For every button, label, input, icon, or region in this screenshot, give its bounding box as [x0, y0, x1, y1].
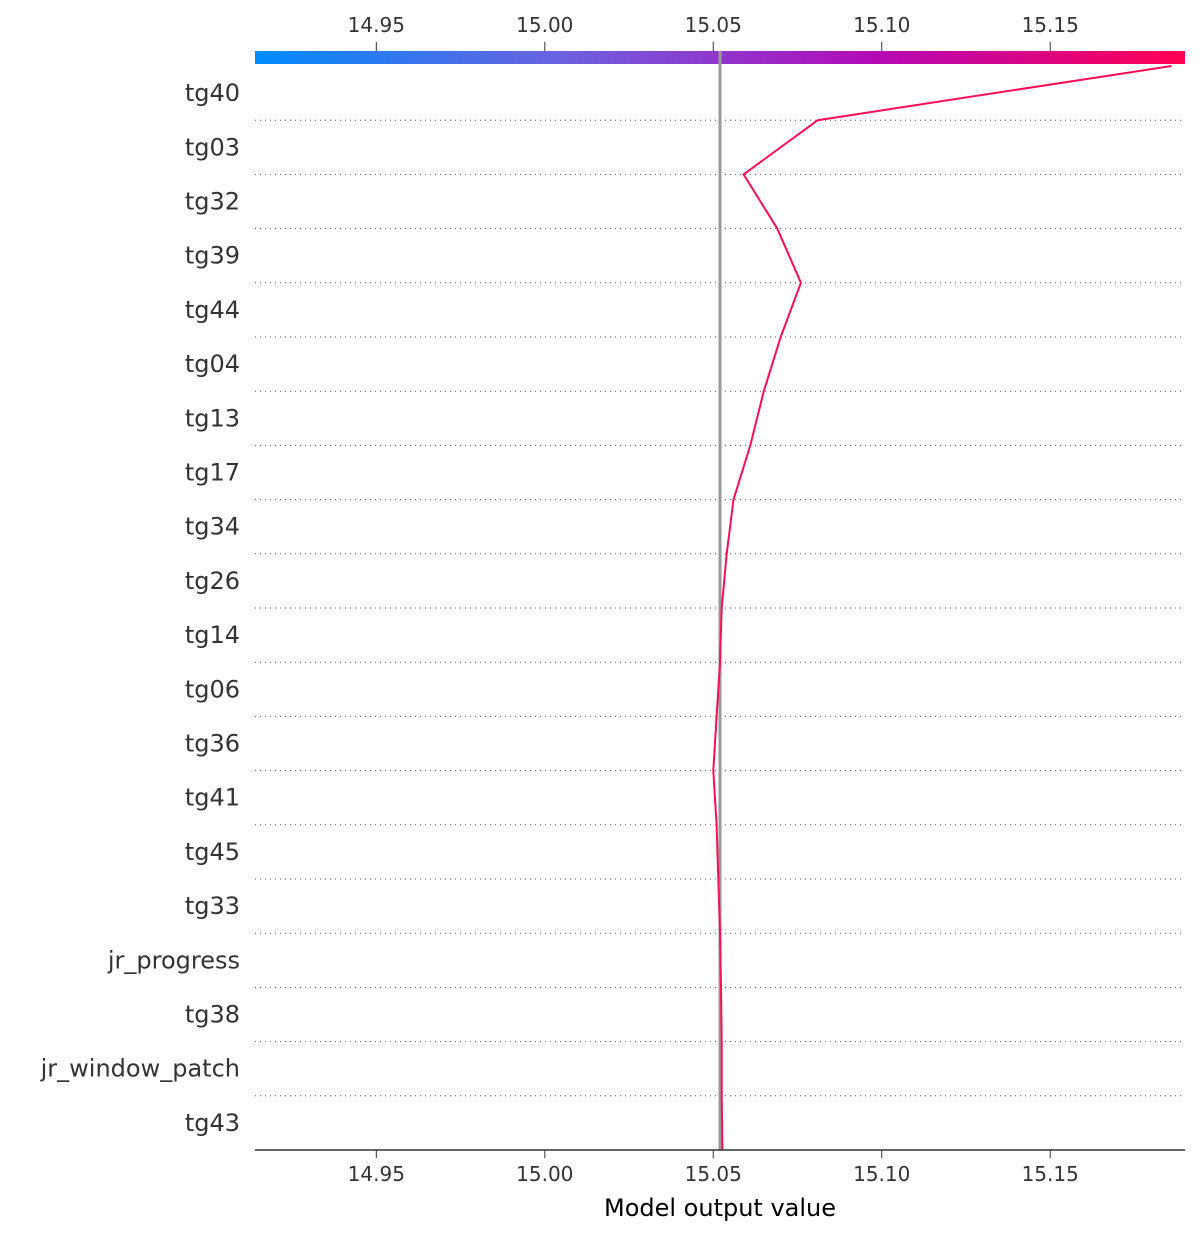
x-axis-label: Model output value [604, 1194, 836, 1222]
bottom-tick-label: 15.15 [1022, 1162, 1079, 1186]
top-tick-label: 15.15 [1022, 13, 1079, 37]
top-tick-label: 15.00 [516, 13, 573, 37]
feature-label: tg41 [185, 784, 240, 812]
bottom-axis: 14.95 15.00 15.05 15.10 15.15 [348, 1150, 1079, 1186]
feature-label: tg34 [185, 513, 240, 541]
bottom-tick-label: 15.05 [685, 1162, 742, 1186]
feature-label: tg13 [185, 404, 240, 432]
feature-label: tg32 [185, 188, 240, 216]
feature-label: tg38 [185, 1001, 240, 1029]
feature-label: tg14 [185, 621, 240, 649]
bottom-tick-label: 15.10 [853, 1162, 910, 1186]
feature-label: tg03 [185, 133, 240, 161]
top-axis: 14.95 15.00 15.05 15.10 15.15 [348, 13, 1079, 51]
feature-label: tg43 [185, 1109, 240, 1137]
top-tick-label: 15.05 [685, 13, 742, 37]
bottom-tick-label: 15.00 [516, 1162, 573, 1186]
feature-label: tg33 [185, 892, 240, 920]
feature-label: tg17 [185, 459, 240, 487]
feature-label: tg39 [185, 242, 240, 270]
top-tick-label: 15.10 [853, 13, 910, 37]
feature-label: tg44 [185, 296, 240, 324]
feature-label: jr_window_patch [40, 1055, 240, 1083]
bottom-tick-label: 14.95 [348, 1162, 405, 1186]
feature-label: tg26 [185, 567, 240, 595]
feature-label: tg06 [185, 675, 240, 703]
decision-path [712, 65, 1172, 1151]
feature-label: tg36 [185, 730, 240, 758]
feature-label: tg04 [185, 350, 240, 378]
feature-label: jr_progress [107, 946, 240, 974]
feature-label: tg40 [185, 79, 240, 107]
feature-labels: tg40 tg03 tg32 tg39 tg44 tg04 tg13 tg17 tg34 tg26… [40, 79, 240, 1137]
top-tick-label: 14.95 [348, 13, 405, 37]
feature-label: tg45 [185, 838, 240, 866]
